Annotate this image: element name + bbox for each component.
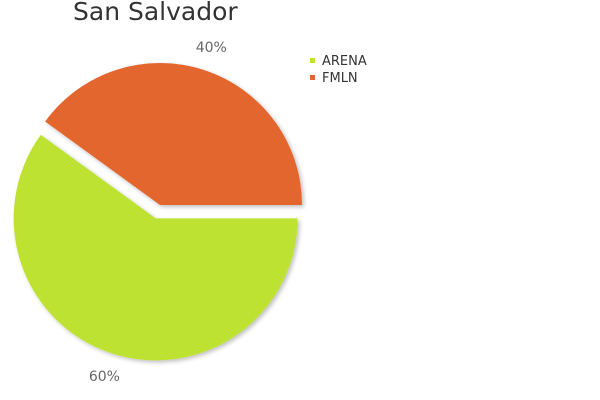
legend-label-arena: ARENA [322, 54, 367, 69]
legend: ARENA FMLN [310, 54, 367, 86]
legend-swatch-arena [310, 58, 315, 63]
legend-label-fmln: FMLN [322, 71, 358, 86]
chart-title: San Salvador [73, 0, 238, 26]
pie-slice-fmln [45, 63, 302, 206]
legend-swatch-fmln [310, 75, 315, 80]
pie-percentage-labels: 60% 40% [89, 40, 227, 385]
pie-label-fmln: 40% [196, 40, 227, 56]
pie-slice-arena [13, 134, 298, 361]
pie-label-arena: 60% [89, 369, 120, 385]
pie-slices [13, 63, 302, 361]
